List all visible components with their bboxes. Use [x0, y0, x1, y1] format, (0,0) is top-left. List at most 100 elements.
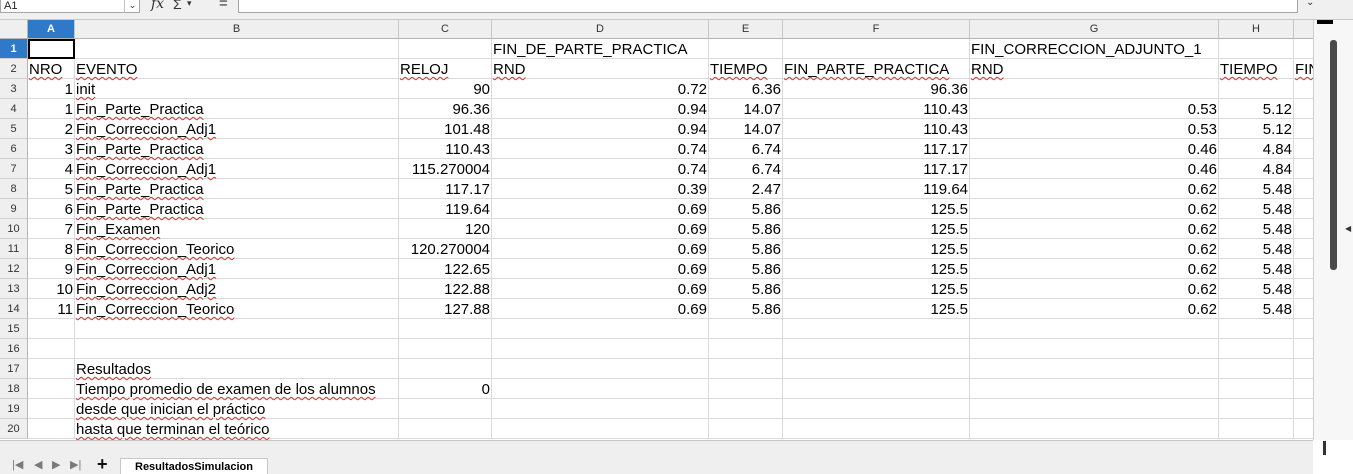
- cell-b2[interactable]: EVENTO: [75, 59, 399, 79]
- cell-b6[interactable]: Fin_Parte_Practica: [75, 139, 399, 159]
- row-header-16[interactable]: 16: [0, 339, 28, 359]
- cell-h11[interactable]: 5.48: [1219, 239, 1294, 259]
- row-header-12[interactable]: 12: [0, 259, 28, 279]
- name-box-dropdown-icon[interactable]: ⌄: [124, 0, 140, 13]
- cell-d12[interactable]: 0.69: [492, 259, 709, 279]
- cell-h8[interactable]: 5.48: [1219, 179, 1294, 199]
- cell-i13[interactable]: [1294, 279, 1313, 299]
- cell-e14[interactable]: 5.86: [709, 299, 783, 319]
- cell-h12[interactable]: 5.48: [1219, 259, 1294, 279]
- cell-i6[interactable]: [1294, 139, 1313, 159]
- cell-g17[interactable]: [970, 359, 1219, 379]
- cell-f9[interactable]: 125.5: [783, 199, 970, 219]
- cell-d10[interactable]: 0.69: [492, 219, 709, 239]
- cell-e10[interactable]: 5.86: [709, 219, 783, 239]
- row-header-14[interactable]: 14: [0, 299, 28, 319]
- cell-g20[interactable]: [970, 419, 1219, 439]
- cell-f7[interactable]: 117.17: [783, 159, 970, 179]
- cell-e15[interactable]: [709, 319, 783, 339]
- select-all-corner[interactable]: [0, 20, 28, 39]
- cell-b1[interactable]: [75, 39, 399, 59]
- cell-h7[interactable]: 4.84: [1219, 159, 1294, 179]
- row-header-10[interactable]: 10: [0, 219, 28, 239]
- cell-h13[interactable]: 5.48: [1219, 279, 1294, 299]
- cell-a7[interactable]: 4: [28, 159, 75, 179]
- row-header-15[interactable]: 15: [0, 319, 28, 339]
- cell-c13[interactable]: 122.88: [399, 279, 492, 299]
- row-header-13[interactable]: 13: [0, 279, 28, 299]
- cell-f10[interactable]: 125.5: [783, 219, 970, 239]
- cell-a17[interactable]: [28, 359, 75, 379]
- cell-a1[interactable]: [28, 39, 75, 59]
- cell-e11[interactable]: 5.86: [709, 239, 783, 259]
- cell-b11[interactable]: Fin_Correccion_Teorico: [75, 239, 399, 259]
- cell-h14[interactable]: 5.48: [1219, 299, 1294, 319]
- cell-e18[interactable]: [709, 379, 783, 399]
- cell-d20[interactable]: [492, 419, 709, 439]
- cell-b5[interactable]: Fin_Correccion_Adj1: [75, 119, 399, 139]
- cell-b13[interactable]: Fin_Correccion_Adj2: [75, 279, 399, 299]
- cell-f15[interactable]: [783, 319, 970, 339]
- cell-i15[interactable]: [1294, 319, 1313, 339]
- cell-f17[interactable]: [783, 359, 970, 379]
- row-header-20[interactable]: 20: [0, 419, 28, 439]
- cell-c1[interactable]: [399, 39, 492, 59]
- cell-h1[interactable]: [1219, 39, 1294, 59]
- cell-e12[interactable]: 5.86: [709, 259, 783, 279]
- cell-g6[interactable]: 0.46: [970, 139, 1219, 159]
- cell-d11[interactable]: 0.69: [492, 239, 709, 259]
- cell-e20[interactable]: [709, 419, 783, 439]
- cell-d3[interactable]: 0.72: [492, 79, 709, 99]
- cell-a12[interactable]: 9: [28, 259, 75, 279]
- cell-i19[interactable]: [1294, 399, 1313, 419]
- cell-g1[interactable]: FIN_CORRECCION_ADJUNTO_1: [970, 39, 1219, 59]
- cell-i7[interactable]: [1294, 159, 1313, 179]
- cell-h18[interactable]: [1219, 379, 1294, 399]
- first-sheet-icon[interactable]: |◀: [12, 459, 24, 471]
- row-header-11[interactable]: 11: [0, 239, 28, 259]
- cell-b8[interactable]: Fin_Parte_Practica: [75, 179, 399, 199]
- cell-a15[interactable]: [28, 319, 75, 339]
- row-header-6[interactable]: 6: [0, 139, 28, 159]
- cell-c11[interactable]: 120.270004: [399, 239, 492, 259]
- cell-c19[interactable]: [399, 399, 492, 419]
- cell-f8[interactable]: 119.64: [783, 179, 970, 199]
- cell-d15[interactable]: [492, 319, 709, 339]
- cell-i4[interactable]: [1294, 99, 1313, 119]
- cell-g12[interactable]: 0.62: [970, 259, 1219, 279]
- row-header-18[interactable]: 18: [0, 379, 28, 399]
- cell-g2[interactable]: RND: [970, 59, 1219, 79]
- cell-d19[interactable]: [492, 399, 709, 419]
- cell-i2[interactable]: FIN: [1294, 59, 1313, 79]
- tab-resultadossimulacion[interactable]: ResultadosSimulacion: [120, 458, 268, 474]
- function-wizard-icon[interactable]: fx: [151, 0, 165, 12]
- cell-c2[interactable]: RELOJ: [399, 59, 492, 79]
- cell-f3[interactable]: 96.36: [783, 79, 970, 99]
- cell-g4[interactable]: 0.53: [970, 99, 1219, 119]
- cell-d7[interactable]: 0.74: [492, 159, 709, 179]
- row-header-9[interactable]: 9: [0, 199, 28, 219]
- cell-c7[interactable]: 115.270004: [399, 159, 492, 179]
- cell-d18[interactable]: [492, 379, 709, 399]
- cell-g9[interactable]: 0.62: [970, 199, 1219, 219]
- name-box[interactable]: A1: [0, 0, 140, 13]
- column-header-g[interactable]: G: [970, 20, 1219, 39]
- cell-i11[interactable]: [1294, 239, 1313, 259]
- cell-f2[interactable]: FIN_PARTE_PRACTICA: [783, 59, 970, 79]
- cell-a6[interactable]: 3: [28, 139, 75, 159]
- column-header-e[interactable]: E: [709, 20, 783, 39]
- cell-e1[interactable]: [709, 39, 783, 59]
- cell-e19[interactable]: [709, 399, 783, 419]
- row-header-8[interactable]: 8: [0, 179, 28, 199]
- cell-c10[interactable]: 120: [399, 219, 492, 239]
- cell-h10[interactable]: 5.48: [1219, 219, 1294, 239]
- cell-i18[interactable]: [1294, 379, 1313, 399]
- column-header-h[interactable]: H: [1219, 20, 1294, 39]
- cell-b19[interactable]: desde que inician el práctico: [75, 399, 399, 419]
- cell-c5[interactable]: 101.48: [399, 119, 492, 139]
- cell-c17[interactable]: [399, 359, 492, 379]
- cell-i8[interactable]: [1294, 179, 1313, 199]
- row-header-1[interactable]: 1: [0, 39, 28, 59]
- cell-i3[interactable]: [1294, 79, 1313, 99]
- cell-c8[interactable]: 117.17: [399, 179, 492, 199]
